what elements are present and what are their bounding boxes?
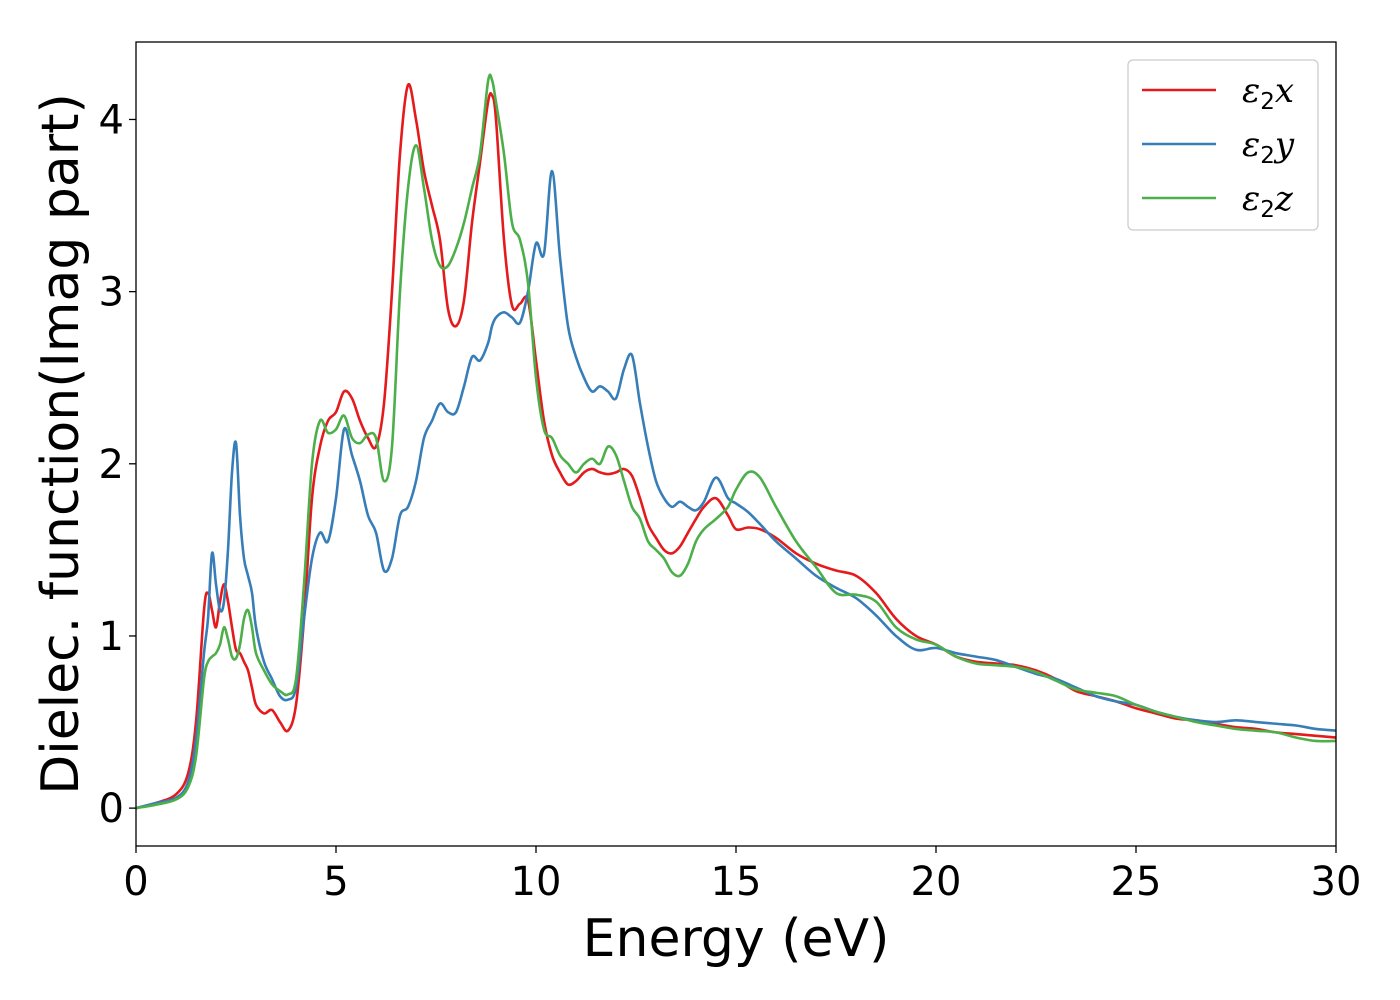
- x-tick-label: 20: [911, 859, 962, 905]
- x-axis-label: Energy (eV): [583, 909, 890, 969]
- y-axis-label: Dielec. function(Imag part): [31, 93, 91, 795]
- series-layer: [136, 73, 1336, 810]
- legend-label-1: ε2x: [1242, 71, 1294, 115]
- legend-box: [1127, 59, 1319, 231]
- series-line-3: [136, 73, 1336, 810]
- x-tick-label: 15: [711, 859, 762, 905]
- x-tick-label: 30: [1311, 859, 1362, 905]
- series-line-2: [136, 169, 1336, 810]
- x-tick-label: 0: [123, 859, 148, 905]
- legend: ε2x ε2y ε2z: [1127, 59, 1319, 231]
- y-tick-label: 0: [99, 786, 124, 832]
- y-tick-label: 1: [99, 614, 124, 660]
- x-tick-label: 5: [323, 859, 348, 905]
- legend-label-2: ε2y: [1242, 125, 1295, 169]
- x-tick-label: 10: [511, 859, 562, 905]
- y-tick-label: 3: [99, 270, 124, 316]
- y-tick-label: 2: [99, 442, 124, 488]
- ticks-layer: 0 5 10 15 20 25 30 0 1 2 3 4: [99, 97, 1362, 905]
- x-tick-label: 25: [1111, 859, 1162, 905]
- legend-label-3: ε2z: [1242, 179, 1294, 223]
- y-tick-label: 4: [99, 97, 124, 143]
